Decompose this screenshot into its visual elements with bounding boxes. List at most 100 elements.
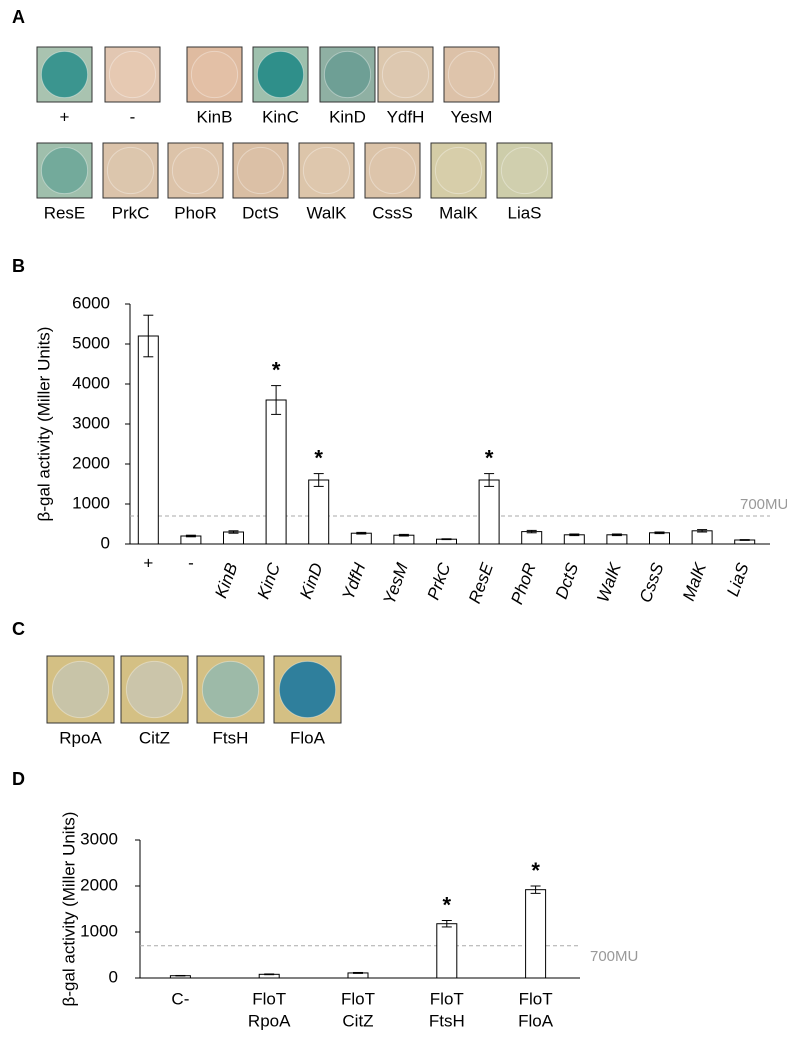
x-tick-label: FloT	[341, 989, 375, 1008]
y-axis-label: β-gal activity (Miller Units)	[34, 327, 53, 522]
x-tick-label: -	[188, 553, 194, 572]
colony-spot	[278, 660, 337, 719]
colony-spot	[40, 146, 89, 195]
panel-label: C	[12, 619, 25, 639]
x-tick-label: WalK	[593, 560, 625, 605]
significance-mark: *	[485, 445, 494, 470]
bar	[436, 923, 458, 979]
tile-label: FtsH	[213, 728, 249, 747]
y-tick-label: 4000	[72, 373, 110, 392]
x-tick-label: ResE	[465, 560, 497, 606]
colony-spot	[108, 50, 157, 99]
reference-label: 700MU	[740, 496, 787, 513]
bar	[525, 889, 547, 979]
panel-label: A	[12, 7, 25, 27]
x-tick-label: PhoR	[507, 560, 539, 606]
colony-spot	[190, 50, 239, 99]
tile-label: -	[130, 107, 136, 126]
bar	[393, 534, 415, 545]
significance-mark: *	[314, 445, 323, 470]
bar	[563, 534, 585, 545]
tile-label: YesM	[451, 107, 493, 126]
colony-spot	[236, 146, 285, 195]
panel-label: B	[12, 256, 25, 276]
bar	[649, 532, 670, 545]
x-tick-label: FloT	[519, 989, 553, 1008]
tile-label: DctS	[242, 203, 279, 222]
y-tick-label: 2000	[72, 453, 110, 472]
x-tick-label: KinC	[254, 560, 285, 602]
tile-label: YdfH	[387, 107, 425, 126]
tile-label: KinB	[197, 107, 233, 126]
tile-label: +	[60, 107, 70, 126]
colony-spot	[51, 660, 110, 719]
x-tick-label: PrkC	[424, 560, 455, 603]
bar	[308, 479, 330, 545]
colony-spot	[447, 50, 496, 99]
x-tick-label: KinD	[296, 560, 326, 601]
x-tick-label: CitZ	[342, 1011, 373, 1030]
colony-spot	[171, 146, 220, 195]
bar	[478, 479, 500, 545]
tile-label: KinD	[329, 107, 366, 126]
tile-label: LiaS	[507, 203, 541, 222]
tile-label: CssS	[372, 203, 413, 222]
colony-spot	[381, 50, 430, 99]
colony-spot	[201, 660, 260, 719]
colony-spot	[40, 50, 89, 99]
tile-label: FloA	[290, 728, 326, 747]
tile-label: CitZ	[139, 728, 170, 747]
tile-label: MalK	[439, 203, 478, 222]
colony-spot	[323, 50, 372, 99]
y-axis-label: β-gal activity (Miller Units)	[59, 812, 78, 1007]
colony-spot	[500, 146, 549, 195]
y-tick-label: 5000	[72, 333, 110, 352]
bar	[606, 534, 628, 545]
bar	[265, 399, 287, 545]
y-tick-label: 6000	[72, 293, 110, 312]
x-tick-label: LiaS	[723, 560, 753, 599]
y-tick-label: 1000	[72, 493, 110, 512]
x-tick-label: MalK	[679, 560, 710, 604]
x-tick-label: C-	[171, 989, 189, 1008]
x-tick-label: FloT	[252, 989, 286, 1008]
bar	[691, 530, 713, 545]
x-tick-label: DctS	[552, 560, 583, 602]
colony-spot	[368, 146, 417, 195]
tile-label: ResE	[44, 203, 86, 222]
panel-label: D	[12, 769, 25, 789]
bar	[137, 335, 159, 545]
significance-mark: *	[443, 892, 452, 917]
x-tick-label: YdfH	[338, 560, 369, 603]
colony-spot	[125, 660, 184, 719]
x-tick-label: YesM	[379, 560, 412, 607]
tile-label: PhoR	[174, 203, 217, 222]
tile-label: WalK	[307, 203, 348, 222]
x-tick-label: RpoA	[248, 1011, 291, 1030]
bar	[350, 532, 372, 545]
y-tick-label: 3000	[72, 413, 110, 432]
significance-mark: *	[272, 357, 281, 382]
x-tick-label: FloA	[518, 1011, 554, 1030]
y-tick-label: 2000	[80, 875, 118, 894]
reference-label: 700MU	[590, 948, 638, 965]
y-tick-label: 0	[109, 967, 118, 986]
x-tick-label: CssS	[636, 560, 668, 605]
tile-label: PrkC	[112, 203, 150, 222]
tile-label: RpoA	[59, 728, 102, 747]
tile-label: KinC	[262, 107, 299, 126]
colony-spot	[434, 146, 483, 195]
x-tick-label: +	[143, 553, 153, 572]
colony-spot	[302, 146, 351, 195]
x-tick-label: FtsH	[429, 1011, 465, 1030]
x-tick-label: KinB	[211, 560, 241, 600]
bar	[521, 531, 543, 545]
colony-spot	[256, 50, 305, 99]
y-tick-label: 1000	[80, 921, 118, 940]
y-tick-label: 3000	[80, 829, 118, 848]
bar	[223, 531, 244, 545]
y-tick-label: 0	[101, 533, 110, 552]
x-tick-label: FloT	[430, 989, 464, 1008]
colony-spot	[106, 146, 155, 195]
